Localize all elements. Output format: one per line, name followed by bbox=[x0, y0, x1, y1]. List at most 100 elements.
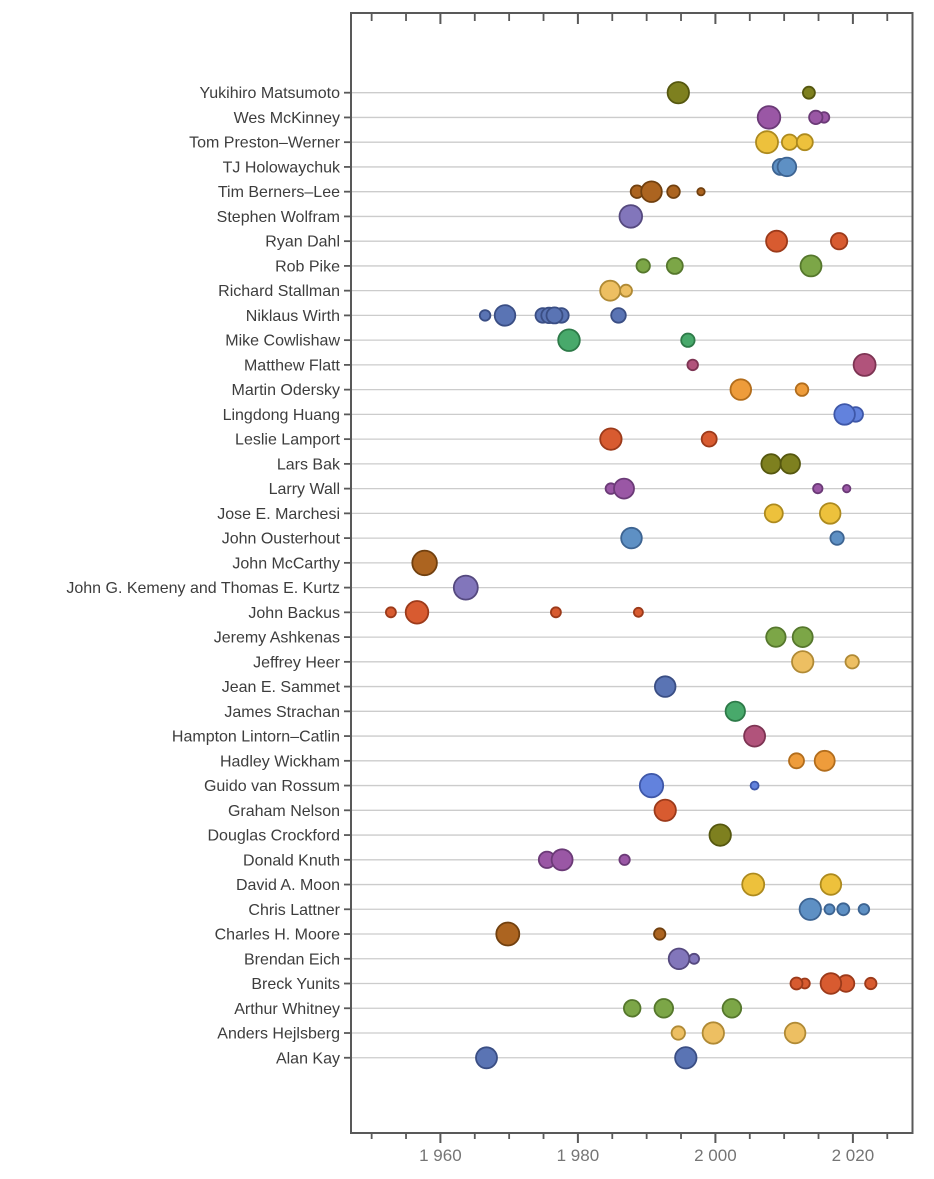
bubble-niklaus-wirth-4[interactable] bbox=[545, 306, 564, 325]
bubble-martin-odersky-0[interactable] bbox=[729, 378, 753, 401]
bubble-jean-e-sammet-0[interactable] bbox=[654, 675, 677, 698]
y-axis-label-guido-van-rossum: Guido van Rossum bbox=[204, 778, 340, 795]
bubble-richard-stallman-1[interactable] bbox=[619, 283, 633, 298]
y-axis-label-hadley-wickham: Hadley Wickham bbox=[220, 753, 340, 770]
y-axis-label-jeffrey-heer: Jeffrey Heer bbox=[253, 654, 341, 671]
bubble-david-a-moon-1[interactable] bbox=[819, 873, 843, 896]
bubble-jose-e-marchesi-1[interactable] bbox=[819, 502, 842, 525]
bubble-brendan-eich-1[interactable] bbox=[688, 952, 700, 965]
bubble-anders-hejlsberg-2[interactable] bbox=[783, 1021, 807, 1045]
bubble-john-backus-1[interactable] bbox=[404, 600, 430, 625]
bubble-chris-lattner-1[interactable] bbox=[823, 903, 836, 916]
bubble-matthew-flatt-1[interactable] bbox=[852, 352, 877, 377]
bubble-larry-wall-1[interactable] bbox=[613, 477, 635, 500]
bubble-jeffrey-heer-0[interactable] bbox=[791, 650, 815, 674]
bubble-guido-van-rossum-1[interactable] bbox=[749, 780, 760, 791]
bubble-charles-h-moore-0[interactable] bbox=[495, 921, 521, 947]
bubble-tom-preston-werner-1[interactable] bbox=[780, 133, 799, 151]
bubble-john-mccarthy-0[interactable] bbox=[411, 549, 438, 577]
y-axis-label-lingdong-huang: Lingdong Huang bbox=[223, 407, 340, 424]
bubble-john-backus-0[interactable] bbox=[384, 606, 397, 619]
y-axis-label-jose-e-marchesi: Jose E. Marchesi bbox=[217, 506, 340, 523]
bubble-lingdong-huang-0[interactable] bbox=[833, 403, 856, 426]
bubble-yukihiro-matsumoto-0[interactable] bbox=[666, 81, 690, 105]
bubble-yukihiro-matsumoto-1[interactable] bbox=[802, 85, 816, 100]
y-axis-label-alan-kay: Alan Kay bbox=[276, 1050, 340, 1067]
bubble-chris-lattner-2[interactable] bbox=[836, 902, 851, 917]
bubble-john-ousterhout-1[interactable] bbox=[829, 530, 845, 546]
y-axis-label-larry-wall: Larry Wall bbox=[269, 481, 340, 498]
bubble-rob-pike-2[interactable] bbox=[799, 254, 823, 278]
bubble-ryan-dahl-1[interactable] bbox=[829, 232, 849, 251]
bubble-hampton-lintorn-catlin-0[interactable] bbox=[743, 724, 766, 748]
x-axis-label-1980: 1 980 bbox=[557, 1146, 600, 1165]
bubble-john-backus-2[interactable] bbox=[550, 606, 562, 619]
bubble-alan-kay-1[interactable] bbox=[674, 1046, 698, 1070]
bubble-arthur-whitney-0[interactable] bbox=[623, 999, 642, 1018]
y-axis-label-rob-pike: Rob Pike bbox=[275, 258, 340, 275]
bubble-tim-berners-lee-1[interactable] bbox=[640, 180, 663, 203]
bubble-lars-bak-0[interactable] bbox=[760, 453, 782, 475]
bubble-larry-wall-3[interactable] bbox=[842, 483, 852, 494]
bubble-larry-wall-2[interactable] bbox=[812, 482, 824, 495]
bubble-donald-knuth-1[interactable] bbox=[550, 848, 574, 872]
bubble-charles-h-moore-1[interactable] bbox=[653, 927, 667, 941]
bubble-graham-nelson-0[interactable] bbox=[653, 798, 677, 822]
bubble-martin-odersky-1[interactable] bbox=[794, 382, 810, 397]
bubble-hadley-wickham-1[interactable] bbox=[813, 749, 836, 772]
bubble-brendan-eich-0[interactable] bbox=[667, 947, 691, 971]
bubble-hadley-wickham-0[interactable] bbox=[788, 752, 805, 770]
y-axis-label-anders-hejlsberg: Anders Hejlsberg bbox=[217, 1026, 340, 1043]
bubble-leslie-lamport-1[interactable] bbox=[700, 430, 718, 448]
bubble-wes-mckinney-1[interactable] bbox=[808, 109, 824, 126]
bubble-niklaus-wirth-1[interactable] bbox=[493, 304, 517, 327]
bubble-tom-preston-werner-2[interactable] bbox=[795, 133, 814, 152]
bubble-mike-cowlishaw-0[interactable] bbox=[557, 328, 581, 352]
bubble-guido-van-rossum-0[interactable] bbox=[638, 772, 665, 799]
bubble-anders-hejlsberg-0[interactable] bbox=[670, 1025, 686, 1041]
bubble-chris-lattner-0[interactable] bbox=[798, 897, 822, 921]
y-axis-label-matthew-flatt: Matthew Flatt bbox=[244, 357, 341, 374]
bubble-stephen-wolfram-0[interactable] bbox=[618, 204, 644, 229]
bubble-arthur-whitney-1[interactable] bbox=[653, 998, 675, 1019]
bubble-niklaus-wirth-0[interactable] bbox=[478, 309, 492, 322]
bubble-richard-stallman-0[interactable] bbox=[599, 279, 622, 302]
y-axis-label-john-g-kemeny-and-thomas-e-kurtz: John G. Kemeny and Thomas E. Kurtz bbox=[66, 580, 340, 597]
bubble-chris-lattner-3[interactable] bbox=[857, 903, 871, 916]
bubble-donald-knuth-2[interactable] bbox=[618, 853, 631, 866]
bubble-james-strachan-0[interactable] bbox=[724, 700, 746, 722]
bubble-breck-yunits-2[interactable] bbox=[819, 972, 843, 995]
bubble-rob-pike-0[interactable] bbox=[635, 258, 651, 274]
bubble-david-a-moon-0[interactable] bbox=[741, 872, 766, 897]
y-axis-label-yukihiro-matsumoto: Yukihiro Matsumoto bbox=[199, 85, 340, 102]
bubble-john-ousterhout-0[interactable] bbox=[620, 526, 643, 550]
bubble-breck-yunits-0[interactable] bbox=[789, 976, 804, 991]
bubble-jose-e-marchesi-0[interactable] bbox=[763, 503, 784, 524]
bubble-wes-mckinney-0[interactable] bbox=[756, 105, 782, 130]
bubble-anders-hejlsberg-1[interactable] bbox=[701, 1021, 725, 1045]
bubble-rob-pike-1[interactable] bbox=[665, 256, 684, 275]
bubble-leslie-lamport-0[interactable] bbox=[599, 427, 623, 451]
bubble-breck-yunits-4[interactable] bbox=[864, 976, 878, 991]
bubble-jeffrey-heer-1[interactable] bbox=[844, 654, 860, 670]
y-axis-label-lars-bak: Lars Bak bbox=[277, 456, 341, 473]
bubble-jeremy-ashkenas-0[interactable] bbox=[765, 626, 787, 648]
bubble-tom-preston-werner-0[interactable] bbox=[755, 130, 779, 155]
bubble-tim-berners-lee-2[interactable] bbox=[666, 184, 681, 199]
bubble-lars-bak-1[interactable] bbox=[779, 453, 801, 475]
bubble-jeremy-ashkenas-1[interactable] bbox=[791, 626, 814, 648]
bubble-alan-kay-0[interactable] bbox=[475, 1046, 498, 1070]
y-axis-label-tim-berners-lee: Tim Berners–Lee bbox=[218, 184, 340, 201]
bubble-ryan-dahl-0[interactable] bbox=[765, 229, 788, 253]
bubble-mike-cowlishaw-1[interactable] bbox=[680, 332, 696, 348]
y-axis-label-stephen-wolfram: Stephen Wolfram bbox=[217, 209, 340, 226]
bubble-arthur-whitney-2[interactable] bbox=[721, 998, 743, 1019]
bubble-matthew-flatt-0[interactable] bbox=[686, 358, 699, 372]
bubble-tim-berners-lee-3[interactable] bbox=[696, 187, 706, 197]
bubble-john-backus-3[interactable] bbox=[633, 606, 644, 618]
bubble-tj-holowaychuk-1[interactable] bbox=[776, 156, 798, 178]
bubble-douglas-crockford-0[interactable] bbox=[708, 823, 732, 847]
bubble-niklaus-wirth-6[interactable] bbox=[610, 307, 627, 324]
bubble-john-g-kemeny-and-thomas-e-kurtz-0[interactable] bbox=[452, 574, 479, 601]
